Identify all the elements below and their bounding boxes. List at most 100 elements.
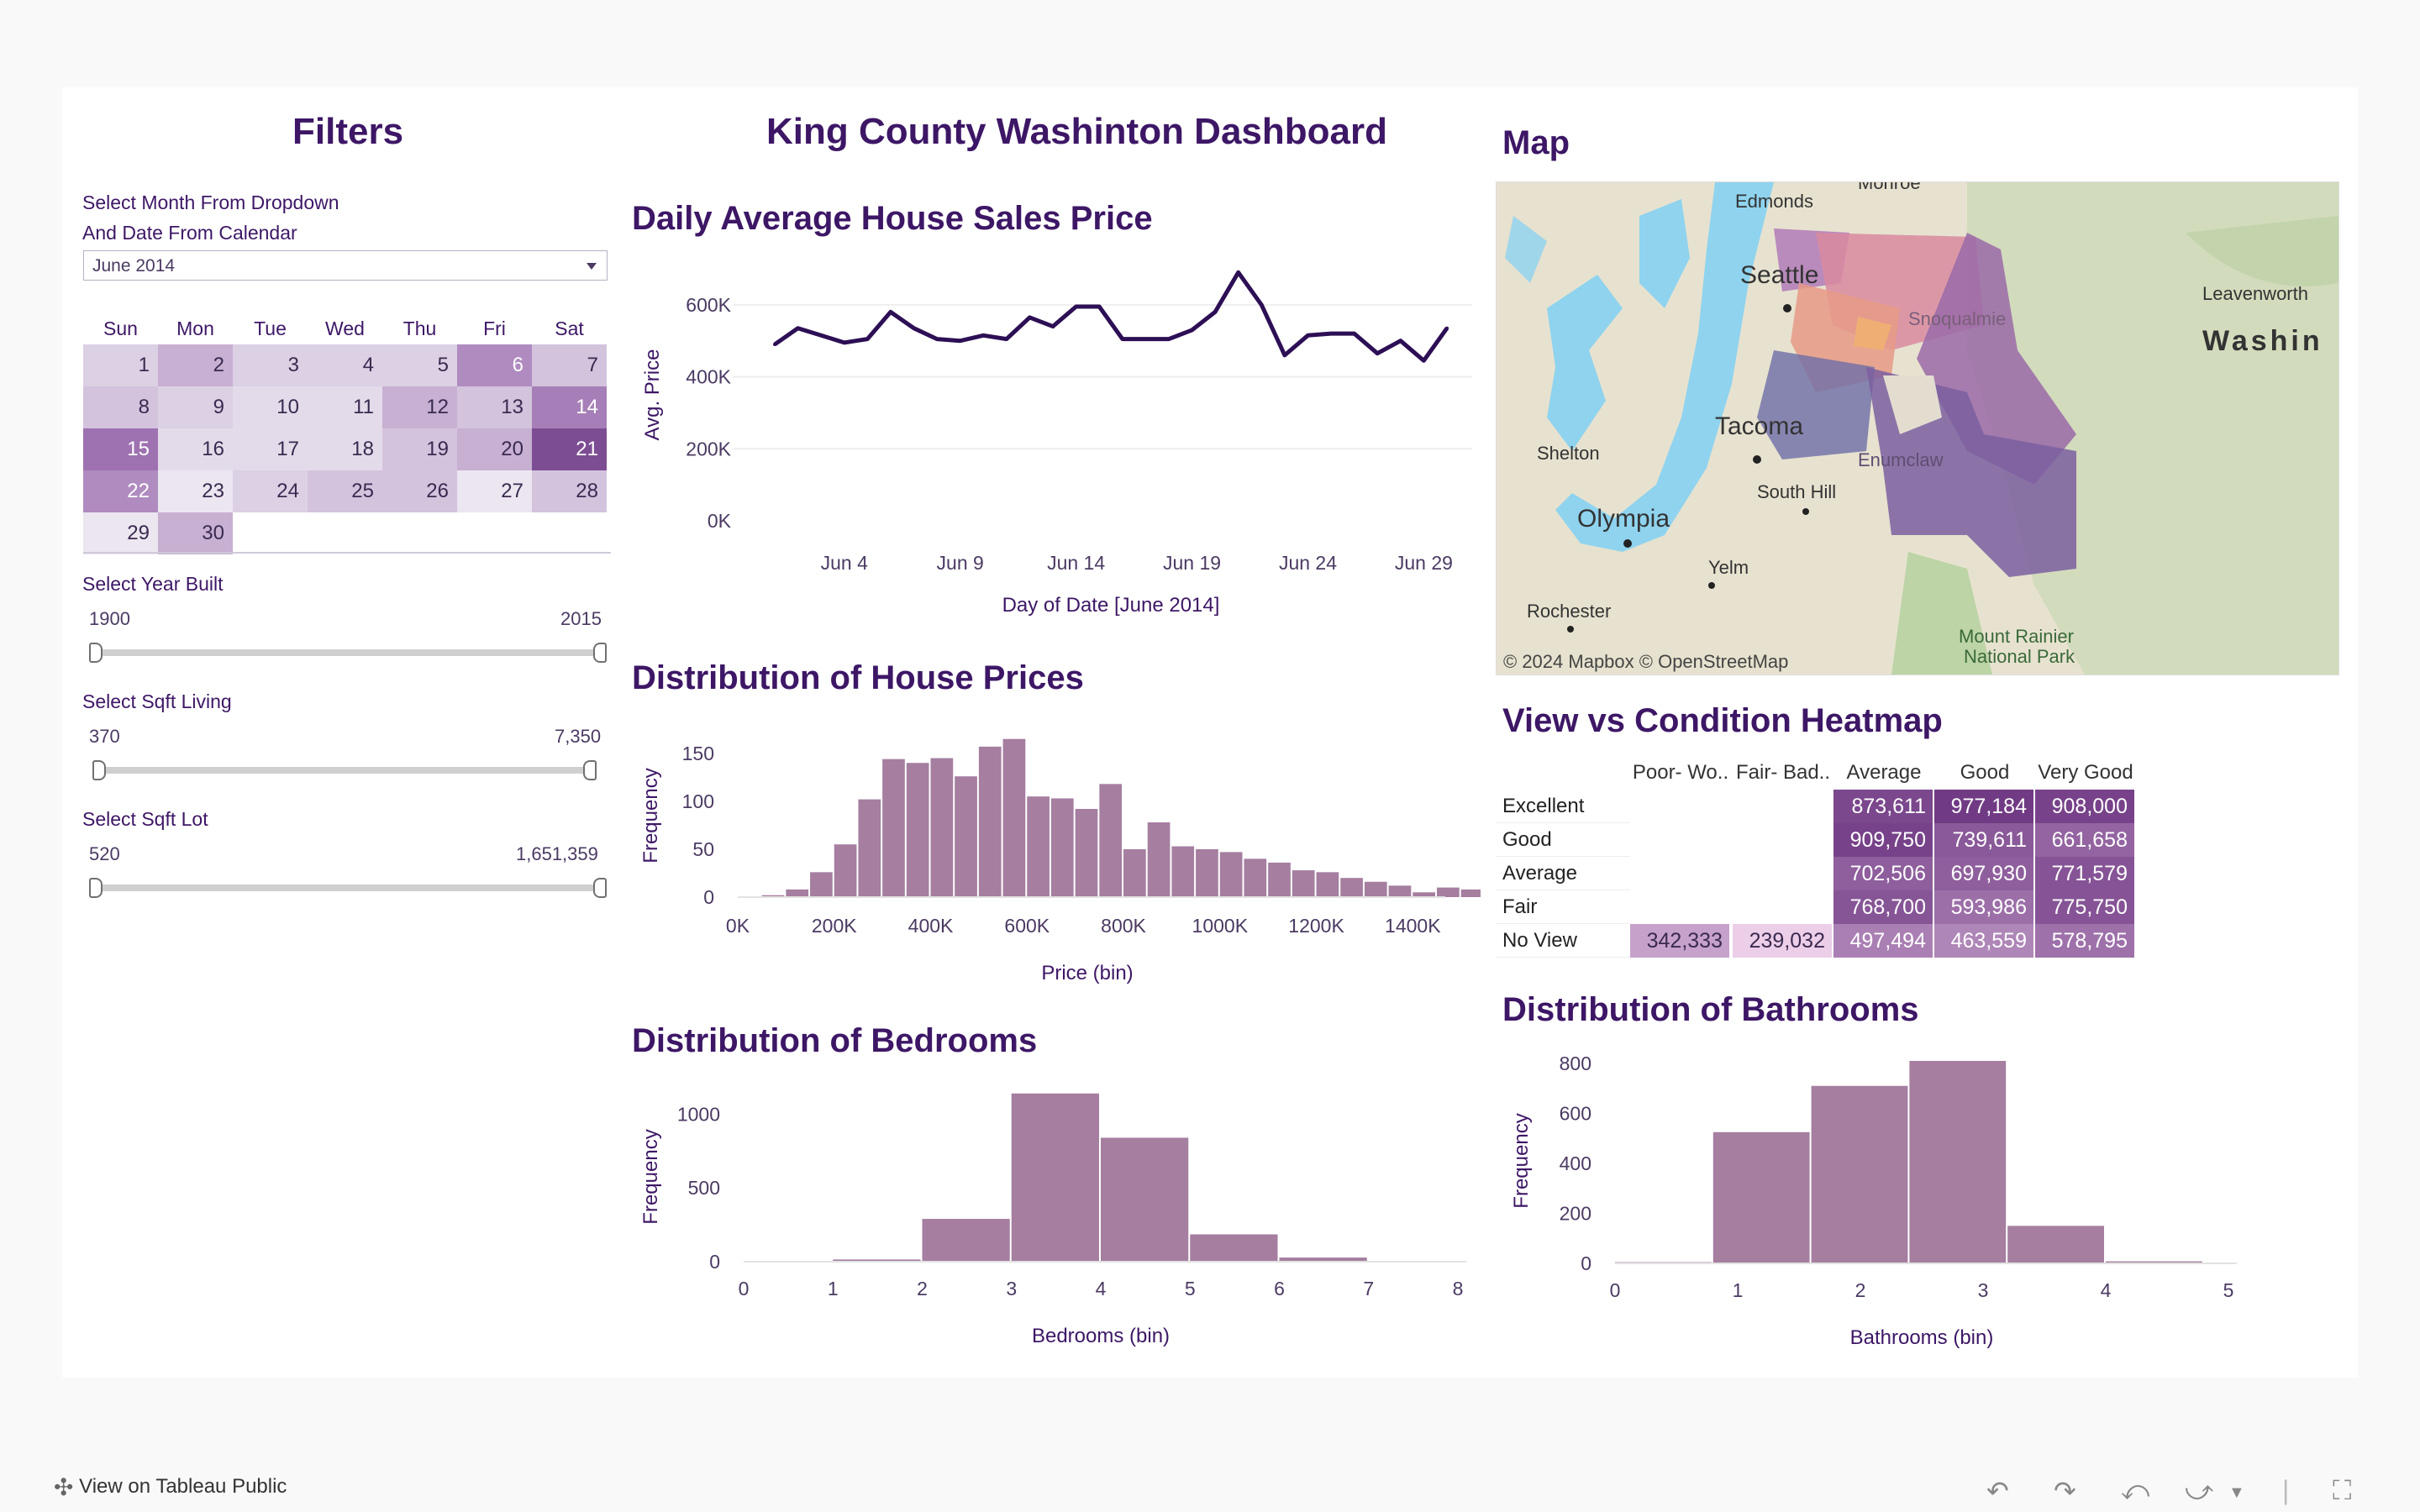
king-county-map[interactable]: Edmonds Monroe Seattle Snoqualmie Leaven… bbox=[1496, 181, 2339, 675]
heatmap-cell bbox=[1733, 857, 1832, 890]
map-place-leavenworth: Leavenworth bbox=[2202, 283, 2308, 304]
x-tick-label: Jun 29 bbox=[1395, 552, 1453, 574]
heatmap-cell bbox=[1733, 823, 1832, 857]
year-built-min-handle[interactable] bbox=[89, 643, 103, 663]
calendar-day-3[interactable]: 3 bbox=[233, 344, 308, 386]
y-tick-label: 800 bbox=[1560, 1053, 1591, 1074]
bath-hist-title: Distribution of Bathrooms bbox=[1502, 991, 1919, 1028]
refresh-icon[interactable]: ⤻ bbox=[2185, 1475, 2214, 1505]
calendar-day-5[interactable]: 5 bbox=[382, 344, 457, 386]
calendar-day-16[interactable]: 16 bbox=[158, 428, 233, 470]
sqft-living-max-handle[interactable] bbox=[583, 760, 597, 780]
calendar-day-28[interactable]: 28 bbox=[532, 470, 607, 512]
histogram-bar bbox=[1147, 822, 1171, 897]
histogram-bar bbox=[1027, 796, 1050, 897]
heatmap-cell: 702,506 bbox=[1833, 857, 1933, 890]
y-tick-label: 1000 bbox=[677, 1103, 720, 1125]
calendar-day-2[interactable]: 2 bbox=[158, 344, 233, 386]
calendar-day-8[interactable]: 8 bbox=[83, 386, 158, 428]
sqft-lot-max-handle[interactable] bbox=[593, 878, 607, 898]
calendar-day-27[interactable]: 27 bbox=[457, 470, 532, 512]
toolbar-divider: | bbox=[2282, 1475, 2290, 1505]
y-tick-label: 400K bbox=[686, 366, 731, 388]
undo-icon[interactable]: ↶ bbox=[1986, 1476, 2009, 1506]
heatmap-cell: 977,184 bbox=[1934, 790, 2033, 823]
line-point bbox=[1097, 305, 1102, 308]
sqft-living-max: 7,350 bbox=[555, 726, 602, 747]
line-point bbox=[842, 340, 846, 344]
map-canvas[interactable]: Edmonds Monroe Seattle Snoqualmie Leaven… bbox=[1497, 182, 2338, 675]
heatmap-cell: 873,611 bbox=[1833, 790, 1933, 823]
x-tick-label: 6 bbox=[1274, 1278, 1285, 1299]
histogram-bar bbox=[1219, 852, 1243, 897]
revert-icon[interactable]: ⤺ bbox=[2121, 1475, 2150, 1505]
x-tick-label: 400K bbox=[908, 915, 954, 937]
y-tick-label: 0 bbox=[703, 886, 714, 908]
x-tick-label: Jun 19 bbox=[1163, 552, 1221, 574]
y-tick-label: 200 bbox=[1560, 1202, 1591, 1224]
y-tick-label: 0 bbox=[709, 1251, 720, 1273]
calendar-day-9[interactable]: 9 bbox=[158, 386, 233, 428]
redo-icon[interactable]: ↷ bbox=[2054, 1476, 2076, 1506]
sqft-lot-slider-track[interactable] bbox=[91, 885, 603, 891]
y-tick-label: 0 bbox=[1581, 1252, 1591, 1274]
sqft-living-slider-track[interactable] bbox=[94, 767, 597, 774]
calendar-day-10[interactable]: 10 bbox=[233, 386, 308, 428]
calendar-day-12[interactable]: 12 bbox=[382, 386, 457, 428]
weekday-sat: Sat bbox=[555, 318, 584, 339]
calendar-day-6[interactable]: 6 bbox=[457, 344, 532, 386]
histogram-bar bbox=[1171, 846, 1195, 897]
year-built-max-handle[interactable] bbox=[593, 643, 607, 663]
map-place-olympia: Olympia bbox=[1577, 505, 1670, 533]
calendar-day-15[interactable]: 15 bbox=[83, 428, 158, 470]
histogram-bar bbox=[978, 746, 1002, 897]
histogram-bar bbox=[1316, 872, 1339, 897]
sqft-lot-min: 520 bbox=[89, 843, 120, 864]
x-tick-label: 1000K bbox=[1192, 915, 1249, 937]
view-on-tableau-link[interactable]: ✣ View on Tableau Public bbox=[54, 1473, 287, 1501]
month-dropdown[interactable]: June 2014 bbox=[83, 250, 608, 281]
calendar-day-30[interactable]: 30 bbox=[158, 512, 233, 554]
heatmap-col-header: Good bbox=[1960, 761, 2010, 784]
x-tick-label: 2 bbox=[917, 1278, 928, 1299]
year-built-slider-track[interactable] bbox=[91, 649, 603, 656]
calendar-day-4[interactable]: 4 bbox=[308, 344, 382, 386]
map-place-rochester: Rochester bbox=[1527, 601, 1611, 622]
line-point bbox=[1306, 333, 1310, 338]
year-built-max: 2015 bbox=[560, 608, 602, 629]
sqft-living-min-handle[interactable] bbox=[92, 760, 106, 780]
y-tick-label: 50 bbox=[692, 838, 714, 860]
chevron-down-icon[interactable]: ▼ bbox=[2228, 1483, 2245, 1502]
calendar-day-20[interactable]: 20 bbox=[457, 428, 532, 470]
calendar-day-7[interactable]: 7 bbox=[532, 344, 607, 386]
month-label-line1: Select Month From Dropdown bbox=[82, 192, 339, 213]
calendar-day-13[interactable]: 13 bbox=[457, 386, 532, 428]
date-calendar: Sun Mon Tue Wed Thu Fri Sat 1 2 3 4 5 6 7 8 9 10 11 12 13 1… bbox=[83, 312, 611, 554]
calendar-day-21[interactable]: 21 bbox=[532, 428, 607, 470]
calendar-day-19[interactable]: 19 bbox=[382, 428, 457, 470]
calendar-day-22[interactable]: 22 bbox=[83, 470, 158, 512]
x-tick-label: 800K bbox=[1101, 915, 1146, 937]
calendar-day-29[interactable]: 29 bbox=[83, 512, 158, 554]
line-point bbox=[1422, 359, 1426, 363]
fullscreen-icon[interactable]: ⛶ bbox=[2333, 1475, 2352, 1505]
price-histogram: 0 50 100 150 Frequency 0K 200K 400K 600K 800K 1000… bbox=[639, 738, 1481, 984]
calendar-day-11[interactable]: 11 bbox=[308, 386, 382, 428]
x-tick-label: 3 bbox=[1978, 1279, 1989, 1301]
calendar-day-26[interactable]: 26 bbox=[382, 470, 457, 512]
histogram-bar bbox=[1011, 1093, 1099, 1262]
calendar-day-25[interactable]: 25 bbox=[308, 470, 382, 512]
calendar-day-18[interactable]: 18 bbox=[308, 428, 382, 470]
calendar-day-17[interactable]: 17 bbox=[233, 428, 308, 470]
calendar-day-23[interactable]: 23 bbox=[158, 470, 233, 512]
dashboard-title: King County Washinton Dashboard bbox=[766, 111, 1387, 152]
calendar-day-14[interactable]: 14 bbox=[532, 386, 607, 428]
calendar-day-24[interactable]: 24 bbox=[233, 470, 308, 512]
calendar-day-1[interactable]: 1 bbox=[83, 344, 158, 386]
line-point bbox=[1004, 337, 1008, 341]
histogram-bar bbox=[1340, 878, 1363, 897]
sqft-lot-min-handle[interactable] bbox=[89, 878, 103, 898]
heatmap-cell: 342,333 bbox=[1630, 924, 1729, 958]
y-tick-label: 200K bbox=[686, 438, 731, 459]
histogram-bar bbox=[1292, 870, 1315, 897]
